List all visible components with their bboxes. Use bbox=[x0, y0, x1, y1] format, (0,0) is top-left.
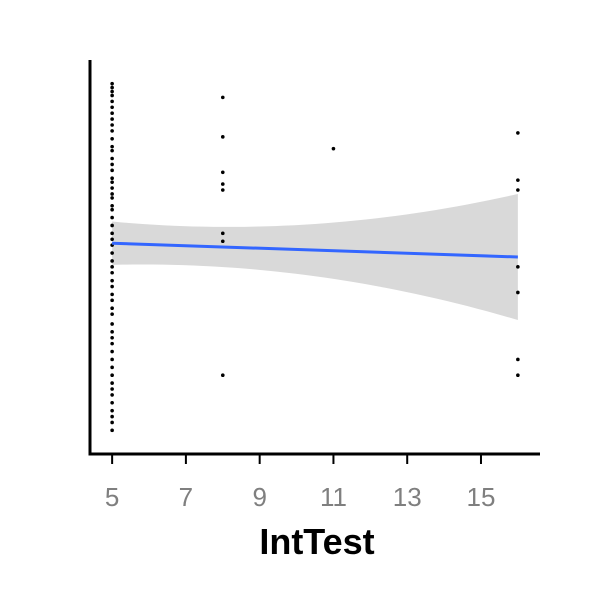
x-tick-label: 11 bbox=[320, 482, 347, 512]
data-point bbox=[331, 146, 336, 151]
data-point bbox=[110, 428, 114, 433]
data-point bbox=[110, 270, 114, 275]
data-point bbox=[110, 117, 114, 121]
data-point bbox=[220, 231, 225, 236]
data-point bbox=[220, 135, 225, 139]
data-point bbox=[110, 265, 114, 269]
data-point bbox=[110, 81, 114, 86]
data-point bbox=[110, 93, 114, 98]
data-point bbox=[110, 148, 114, 153]
data-point bbox=[110, 387, 114, 391]
data-point bbox=[110, 176, 114, 180]
data-point bbox=[110, 111, 114, 115]
x-tick-label: 9 bbox=[252, 482, 266, 512]
data-point bbox=[220, 95, 225, 100]
confidence-ribbon bbox=[112, 193, 518, 321]
data-point bbox=[110, 162, 114, 167]
data-point bbox=[110, 306, 114, 311]
data-point bbox=[110, 99, 114, 104]
data-point bbox=[110, 298, 114, 303]
data-point bbox=[516, 373, 520, 378]
data-point bbox=[110, 137, 114, 141]
data-point bbox=[110, 223, 114, 228]
data-point bbox=[220, 188, 225, 192]
data-point bbox=[110, 341, 114, 346]
data-point bbox=[110, 215, 114, 220]
x-axis-title: IntTest bbox=[259, 521, 374, 562]
data-point bbox=[110, 357, 114, 362]
data-point bbox=[516, 188, 520, 192]
data-point bbox=[110, 237, 114, 242]
data-point bbox=[110, 231, 114, 236]
data-point bbox=[110, 129, 114, 133]
data-point bbox=[110, 192, 114, 196]
data-point bbox=[110, 196, 114, 200]
data-point bbox=[110, 414, 114, 419]
x-tick-label: 15 bbox=[467, 482, 496, 512]
data-point bbox=[220, 239, 225, 244]
confidence-ribbon-layer bbox=[112, 193, 518, 321]
data-point bbox=[220, 170, 225, 175]
data-point bbox=[110, 251, 114, 255]
data-point bbox=[110, 180, 114, 184]
data-point bbox=[110, 278, 114, 283]
data-point bbox=[516, 265, 520, 269]
x-tick-label: 5 bbox=[105, 482, 119, 512]
data-point bbox=[110, 365, 114, 370]
data-point bbox=[110, 123, 114, 127]
data-point bbox=[110, 393, 114, 397]
data-point bbox=[110, 85, 114, 90]
data-point bbox=[110, 335, 114, 340]
data-point bbox=[110, 330, 114, 334]
data-point bbox=[110, 322, 114, 326]
data-point bbox=[110, 400, 114, 405]
data-point bbox=[110, 373, 114, 378]
data-point bbox=[110, 312, 114, 316]
data-point bbox=[516, 131, 520, 135]
data-point bbox=[516, 178, 520, 182]
data-point bbox=[110, 207, 114, 212]
data-point bbox=[516, 290, 520, 295]
fit-line bbox=[112, 241, 518, 259]
data-point bbox=[110, 292, 114, 297]
x-tick-label: 7 bbox=[179, 482, 193, 512]
data-point bbox=[110, 408, 114, 413]
data-point bbox=[110, 259, 114, 263]
data-point bbox=[110, 144, 114, 149]
data-point bbox=[110, 156, 114, 161]
x-tick-label: 13 bbox=[393, 482, 422, 512]
data-point bbox=[110, 349, 114, 354]
data-point bbox=[516, 357, 520, 362]
data-point bbox=[110, 186, 114, 190]
data-point bbox=[220, 373, 225, 378]
fit-line-layer bbox=[112, 241, 518, 259]
x-ticks: 5 7 9 11 13 15 bbox=[105, 454, 496, 512]
data-point bbox=[220, 182, 225, 186]
points-layer bbox=[110, 81, 520, 433]
data-point bbox=[110, 168, 114, 173]
data-point bbox=[110, 284, 114, 289]
data-point bbox=[110, 381, 114, 385]
data-point bbox=[110, 203, 114, 208]
data-point bbox=[110, 105, 114, 110]
axes bbox=[88, 60, 540, 456]
data-point bbox=[110, 420, 114, 425]
data-point bbox=[110, 89, 114, 94]
